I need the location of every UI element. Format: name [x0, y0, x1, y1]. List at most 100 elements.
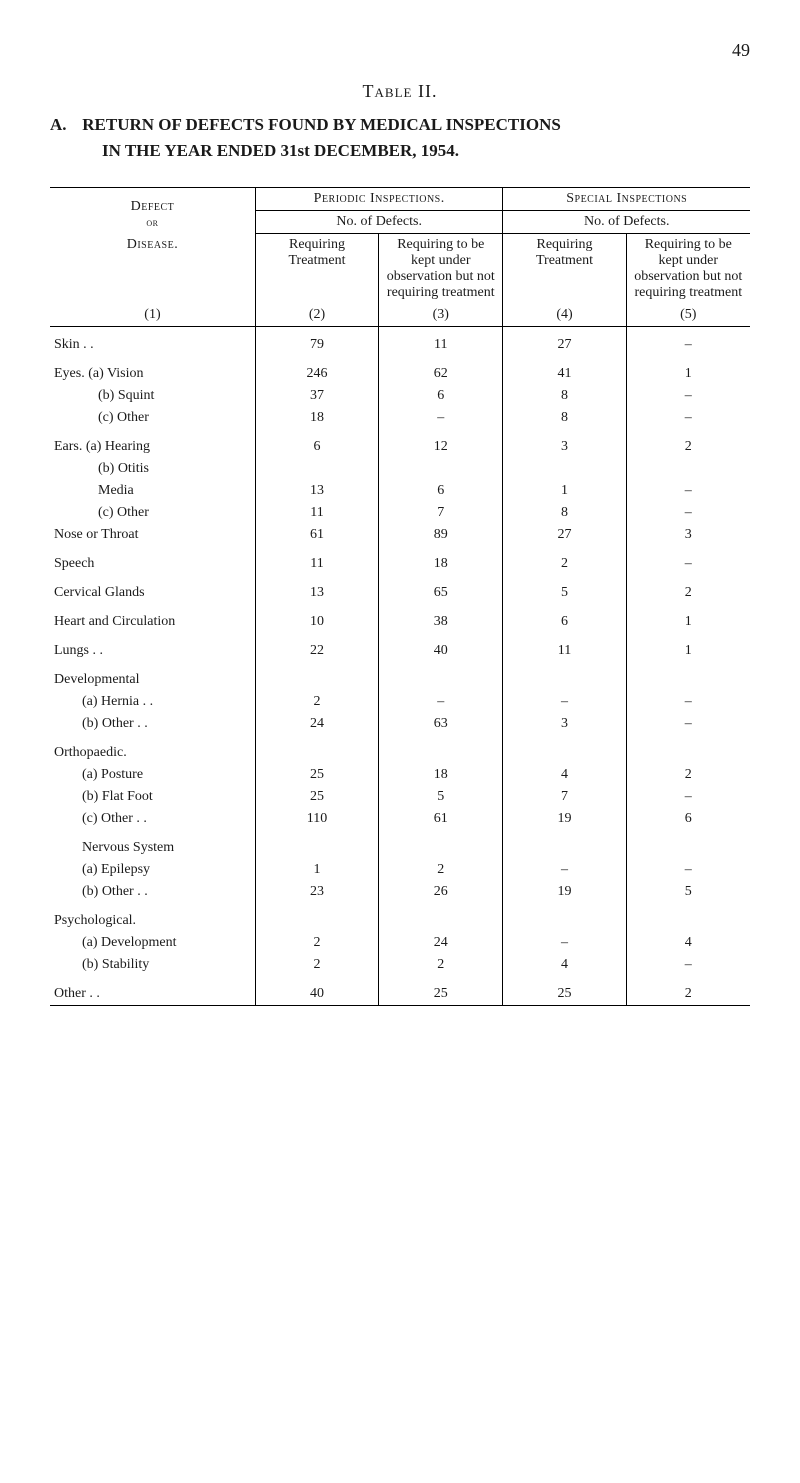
row-c3: 12	[379, 429, 503, 458]
row-label: (b) Flat Foot	[50, 786, 255, 808]
row-c2	[255, 735, 378, 764]
row-c4: 3	[503, 713, 626, 735]
row-c4: 5	[503, 575, 626, 604]
title-line-1: RETURN OF DEFECTS FOUND BY MEDICAL INSPE…	[82, 115, 561, 134]
row-c3: 25	[379, 976, 503, 1006]
row-c5: 2	[626, 764, 750, 786]
row-label: Lungs . .	[50, 633, 255, 662]
row-c3: 62	[379, 356, 503, 385]
row-c2: 40	[255, 976, 378, 1006]
row-c4: 8	[503, 502, 626, 524]
row-c5: 2	[626, 575, 750, 604]
row-c2: 25	[255, 764, 378, 786]
row-c5: 1	[626, 604, 750, 633]
header-col5: Requiring to be kept under observation b…	[626, 234, 750, 305]
row-label: (a) Development	[50, 932, 255, 954]
header-special-sub: No. of Defects.	[503, 211, 750, 234]
row-label: Nervous System	[50, 830, 255, 859]
row-c4: –	[503, 859, 626, 881]
row-label: Media	[50, 480, 255, 502]
row-c2	[255, 662, 378, 691]
row-c5: –	[626, 713, 750, 735]
row-c4: 19	[503, 808, 626, 830]
row-c2: 2	[255, 954, 378, 976]
row-label: (c) Other	[50, 407, 255, 429]
row-c4: 4	[503, 764, 626, 786]
row-c3: 6	[379, 385, 503, 407]
row-c4: 27	[503, 524, 626, 546]
row-c5: –	[626, 385, 750, 407]
row-c2: 22	[255, 633, 378, 662]
row-c4: 19	[503, 881, 626, 903]
row-c2: 1	[255, 859, 378, 881]
row-c4: 3	[503, 429, 626, 458]
row-c3: 63	[379, 713, 503, 735]
row-c2: 37	[255, 385, 378, 407]
row-c2: 110	[255, 808, 378, 830]
header-n2: (2)	[255, 304, 378, 327]
row-c4	[503, 903, 626, 932]
row-label: Speech	[50, 546, 255, 575]
row-c3: 18	[379, 546, 503, 575]
row-c5: 4	[626, 932, 750, 954]
row-c5: –	[626, 480, 750, 502]
row-label: Heart and Circulation	[50, 604, 255, 633]
row-c5: –	[626, 502, 750, 524]
row-c3	[379, 735, 503, 764]
row-label: (b) Squint	[50, 385, 255, 407]
row-c3	[379, 662, 503, 691]
row-label: Eyes. (a) Vision	[50, 356, 255, 385]
row-c2: 246	[255, 356, 378, 385]
header-periodic-sub: No. of Defects.	[255, 211, 503, 234]
row-c4: –	[503, 691, 626, 713]
row-c2: 61	[255, 524, 378, 546]
row-c2: 10	[255, 604, 378, 633]
row-c5: –	[626, 407, 750, 429]
row-c4	[503, 662, 626, 691]
row-label: Orthopaedic.	[50, 735, 255, 764]
row-c5: –	[626, 546, 750, 575]
row-c4	[503, 458, 626, 480]
row-c5: 1	[626, 633, 750, 662]
row-c3: 2	[379, 859, 503, 881]
row-c3: 26	[379, 881, 503, 903]
page-number: 49	[50, 40, 750, 61]
row-label: (b) Stability	[50, 954, 255, 976]
row-label: Cervical Glands	[50, 575, 255, 604]
header-col3: Requiring to be kept under observation b…	[379, 234, 503, 305]
row-c5	[626, 735, 750, 764]
row-c2: 18	[255, 407, 378, 429]
row-c2	[255, 903, 378, 932]
row-c3: 40	[379, 633, 503, 662]
header-special: Special Inspections	[503, 188, 750, 211]
row-c5: –	[626, 691, 750, 713]
row-c4: 8	[503, 385, 626, 407]
row-c2: 11	[255, 546, 378, 575]
row-c3	[379, 830, 503, 859]
row-c2: 11	[255, 502, 378, 524]
row-c5: –	[626, 859, 750, 881]
row-c5: –	[626, 954, 750, 976]
header-disease: Disease.	[56, 237, 249, 253]
header-or: or	[56, 215, 249, 230]
row-label: (b) Otitis	[50, 458, 255, 480]
row-label: (a) Hernia . .	[50, 691, 255, 713]
row-c4: –	[503, 932, 626, 954]
row-c2	[255, 458, 378, 480]
row-c4: 6	[503, 604, 626, 633]
header-defect: Defect	[56, 199, 249, 215]
header-col4: Requiring Treatment	[503, 234, 626, 305]
title-prefix: A.	[50, 112, 78, 138]
row-c3: 7	[379, 502, 503, 524]
row-c4: 7	[503, 786, 626, 808]
header-n3: (3)	[379, 304, 503, 327]
row-label: Psychological.	[50, 903, 255, 932]
row-c4: 41	[503, 356, 626, 385]
row-c5: 3	[626, 524, 750, 546]
header-periodic: Periodic Inspections.	[255, 188, 503, 211]
row-c2: 2	[255, 691, 378, 713]
row-c2: 13	[255, 575, 378, 604]
row-c3: 6	[379, 480, 503, 502]
row-c5	[626, 458, 750, 480]
table-label: Table II.	[50, 81, 750, 102]
